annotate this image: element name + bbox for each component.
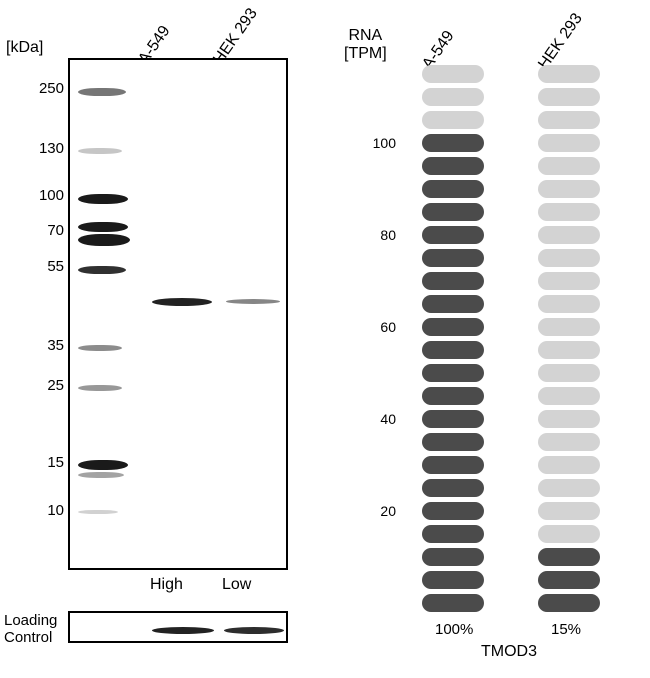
- rna-pill: [422, 341, 484, 359]
- kda-unit-label: [kDa]: [6, 39, 43, 57]
- rna-pill: [538, 387, 600, 405]
- rna-ytick-label: 80: [370, 227, 396, 243]
- ladder-band: [78, 345, 122, 351]
- rna-pill: [422, 111, 484, 129]
- rna-lane-label: HEK 293: [535, 10, 586, 73]
- rna-pill: [422, 203, 484, 221]
- rna-pill: [538, 272, 600, 290]
- rna-column: [422, 65, 484, 617]
- rna-pill: [538, 479, 600, 497]
- rna-pill: [538, 410, 600, 428]
- mw-marker-label: 55: [36, 258, 64, 275]
- western-blot-panel: [kDa] A-549HEK 293 250130100705535251510…: [0, 0, 330, 678]
- target-band: [226, 299, 280, 304]
- rna-pill: [422, 571, 484, 589]
- rna-expression-panel: RNA [TPM] A-549HEK 293 10080604020 100%1…: [330, 0, 650, 678]
- rna-pill: [422, 295, 484, 313]
- rna-pill: [422, 134, 484, 152]
- ladder-band: [78, 88, 126, 96]
- ladder-band: [78, 194, 128, 204]
- rna-pill: [538, 433, 600, 451]
- rna-pill: [422, 157, 484, 175]
- rna-pill: [422, 433, 484, 451]
- rna-pill: [538, 502, 600, 520]
- mw-marker-label: 35: [36, 337, 64, 354]
- loading-control-band: [152, 627, 214, 634]
- rna-pill: [538, 594, 600, 612]
- rna-pill: [538, 341, 600, 359]
- rna-pill: [422, 318, 484, 336]
- rna-pill: [422, 387, 484, 405]
- rna-ytick-label: 20: [370, 503, 396, 519]
- rna-axis-label: RNA [TPM]: [344, 27, 387, 62]
- rna-pill: [538, 88, 600, 106]
- rna-pill: [538, 456, 600, 474]
- rna-percent-label: 15%: [551, 621, 581, 638]
- rna-pill: [538, 65, 600, 83]
- blot-membrane: [68, 58, 288, 570]
- rna-column: [538, 65, 600, 617]
- rna-pill: [422, 502, 484, 520]
- loading-control-band: [224, 627, 284, 634]
- intensity-label: Low: [222, 576, 251, 594]
- mw-marker-label: 10: [36, 502, 64, 519]
- rna-pill: [538, 548, 600, 566]
- ladder-band: [78, 148, 122, 154]
- ladder-band: [78, 472, 124, 478]
- rna-pill: [538, 134, 600, 152]
- loading-control-box: [68, 611, 288, 643]
- rna-pill: [422, 272, 484, 290]
- ladder-band: [78, 510, 118, 514]
- rna-pill: [422, 594, 484, 612]
- mw-marker-label: 15: [36, 454, 64, 471]
- mw-marker-label: 25: [36, 377, 64, 394]
- figure-container: [kDa] A-549HEK 293 250130100705535251510…: [0, 0, 650, 678]
- rna-pill: [538, 571, 600, 589]
- loading-control-label: Loading Control: [4, 613, 57, 646]
- mw-marker-label: 70: [36, 222, 64, 239]
- rna-ytick-label: 100: [370, 135, 396, 151]
- rna-pill: [538, 180, 600, 198]
- ladder-band: [78, 234, 130, 246]
- intensity-label: High: [150, 576, 183, 594]
- rna-pill: [538, 249, 600, 267]
- rna-pill: [422, 88, 484, 106]
- rna-pill: [538, 364, 600, 382]
- rna-pill: [422, 226, 484, 244]
- rna-pill: [538, 318, 600, 336]
- rna-pill: [422, 249, 484, 267]
- gene-name-label: TMOD3: [481, 643, 537, 661]
- rna-pill: [422, 548, 484, 566]
- rna-pill: [422, 364, 484, 382]
- ladder-band: [78, 222, 128, 232]
- rna-pill: [538, 111, 600, 129]
- rna-pill: [538, 226, 600, 244]
- mw-marker-label: 100: [36, 187, 64, 204]
- ladder-band: [78, 266, 126, 274]
- rna-pill: [538, 295, 600, 313]
- rna-pill: [422, 456, 484, 474]
- rna-pill: [422, 479, 484, 497]
- mw-marker-label: 130: [36, 140, 64, 157]
- rna-ytick-label: 40: [370, 411, 396, 427]
- mw-marker-label: 250: [36, 80, 64, 97]
- ladder-band: [78, 460, 128, 470]
- rna-pill: [538, 203, 600, 221]
- target-band: [152, 298, 212, 306]
- rna-pill: [422, 65, 484, 83]
- rna-pill: [538, 525, 600, 543]
- rna-ytick-label: 60: [370, 319, 396, 335]
- rna-pill: [422, 180, 484, 198]
- rna-percent-label: 100%: [435, 621, 473, 638]
- rna-pill: [538, 157, 600, 175]
- ladder-band: [78, 385, 122, 391]
- rna-pill: [422, 410, 484, 428]
- rna-pill: [422, 525, 484, 543]
